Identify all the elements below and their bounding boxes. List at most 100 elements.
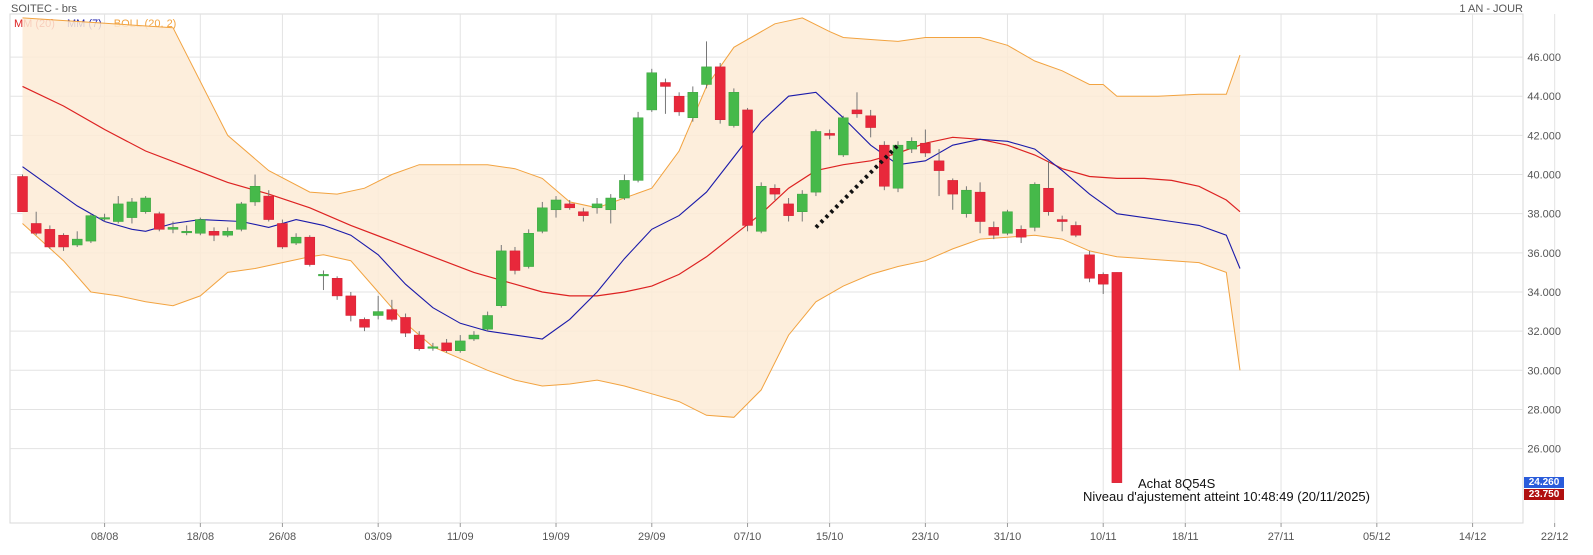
candle	[892, 144, 904, 189]
candle	[236, 203, 247, 230]
candle	[167, 227, 179, 230]
y-tick-label: 26.000	[1527, 444, 1561, 456]
bollinger-lower-line	[22, 223, 1241, 418]
candle	[290, 236, 302, 244]
candle	[427, 346, 439, 349]
annotation-buy: Achat 8Q54S	[1138, 476, 1216, 491]
candle	[195, 219, 206, 234]
trend-line	[814, 143, 900, 229]
candle	[578, 211, 589, 216]
x-tick-label: 10/11	[1090, 531, 1117, 543]
y-tick-label: 46.000	[1527, 52, 1561, 64]
x-tick-label: 15/10	[816, 531, 844, 543]
candle	[17, 176, 28, 212]
y-tick-label: 44.000	[1527, 91, 1561, 103]
candle	[222, 231, 233, 236]
x-tick-label: 03/09	[364, 531, 392, 543]
x-tick-label: 27/11	[1268, 531, 1295, 543]
price-tag-last: 24.260	[1524, 476, 1564, 488]
candle	[974, 191, 986, 222]
candle	[413, 334, 425, 350]
candle	[714, 66, 726, 120]
candle	[673, 95, 685, 113]
candle	[58, 234, 69, 248]
ma7-line	[22, 91, 1241, 340]
x-tick-label: 07/10	[734, 531, 762, 543]
candle	[482, 315, 493, 330]
candle	[71, 238, 83, 246]
period-selector[interactable]: 1 AN - JOUR	[1459, 3, 1523, 15]
candle	[208, 231, 220, 236]
candle	[126, 201, 138, 218]
candle	[523, 233, 534, 267]
candle	[1002, 211, 1013, 234]
candle	[318, 274, 329, 277]
candle	[468, 334, 480, 340]
x-tick-label: 08/08	[91, 531, 119, 543]
candle	[851, 109, 863, 115]
candle	[1097, 274, 1109, 285]
candle	[879, 144, 890, 187]
candle	[1015, 229, 1027, 238]
candle	[30, 223, 42, 234]
candle	[1056, 219, 1068, 222]
candle	[632, 117, 644, 181]
candle	[646, 72, 658, 111]
candle	[605, 197, 616, 211]
y-tick-label: 34.000	[1527, 287, 1561, 299]
candle	[728, 92, 740, 126]
candle	[619, 180, 630, 199]
candle	[769, 187, 781, 195]
candle	[400, 317, 411, 334]
chart-title: SOITEC - brs	[11, 3, 78, 15]
candle	[154, 213, 165, 230]
candle	[687, 92, 699, 119]
candle	[742, 109, 753, 226]
candle	[331, 278, 343, 297]
price-tag-close: 23.750	[1524, 488, 1564, 500]
y-tick-label: 42.000	[1527, 130, 1561, 142]
candle	[988, 227, 1000, 236]
candle	[85, 215, 97, 242]
candle	[1043, 187, 1054, 212]
candle	[359, 319, 370, 328]
candle	[345, 295, 357, 316]
bollinger-band	[22, 17, 1240, 418]
y-tick-label: 38.000	[1527, 209, 1561, 221]
candle	[304, 236, 316, 265]
candle	[797, 193, 808, 212]
candle	[496, 250, 507, 306]
candle	[249, 186, 261, 203]
candle	[277, 223, 288, 248]
candle	[113, 203, 124, 222]
candle	[455, 340, 466, 351]
candle	[372, 311, 384, 316]
x-tick-label: 18/08	[187, 531, 215, 543]
candle	[838, 117, 849, 156]
candle	[1070, 225, 1082, 236]
y-tick-label: 32.000	[1527, 326, 1561, 338]
candle	[99, 217, 110, 220]
candle	[920, 142, 931, 154]
y-tick-label: 28.000	[1527, 404, 1561, 416]
annotation-adjust: Niveau d'ajustement atteint 10:48:49 (20…	[1083, 489, 1370, 504]
x-tick-label: 19/09	[542, 531, 570, 543]
candle	[660, 82, 671, 87]
y-tick-label: 30.000	[1527, 365, 1561, 377]
candle	[1029, 184, 1041, 228]
candle	[961, 189, 972, 214]
y-tick-label: 40.000	[1527, 170, 1561, 182]
candle	[550, 199, 562, 211]
ma20-line	[22, 85, 1241, 297]
x-tick-label: 05/12	[1363, 531, 1391, 543]
x-tick-label: 11/09	[447, 531, 474, 543]
candle	[181, 231, 192, 234]
candle	[865, 115, 876, 128]
candle	[783, 203, 794, 216]
x-tick-label: 29/09	[638, 531, 666, 543]
candle	[933, 160, 945, 171]
candle	[947, 180, 958, 195]
candle	[44, 229, 56, 248]
